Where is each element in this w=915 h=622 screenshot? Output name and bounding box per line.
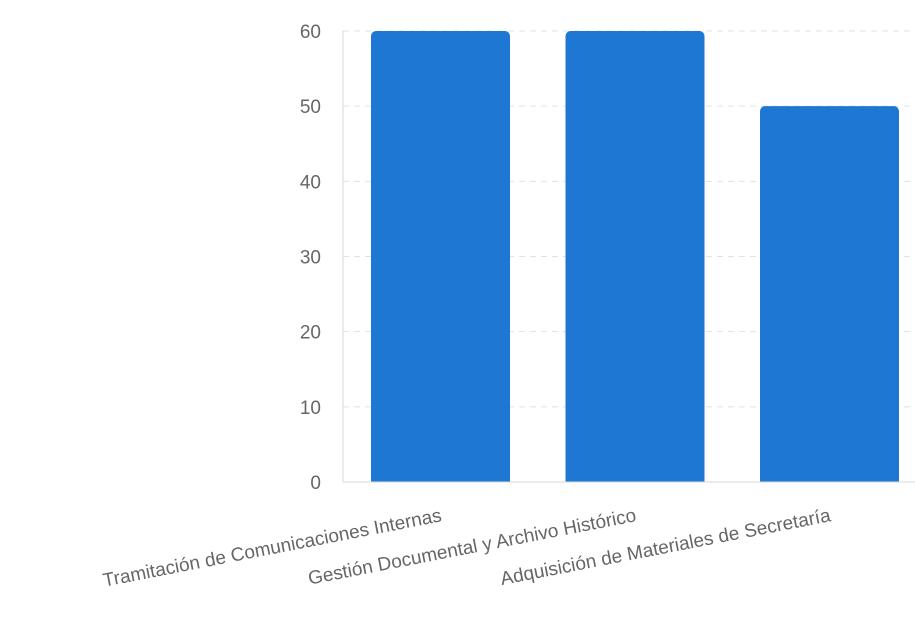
y-tick-label: 50 xyxy=(300,97,321,118)
axes xyxy=(342,31,915,483)
y-tick-labels: 0 10 20 30 40 50 60 xyxy=(300,22,321,494)
bar-base xyxy=(565,474,705,482)
bar xyxy=(565,31,705,482)
x-tick-label: Tramitación de Comunicaciones Internas xyxy=(101,505,443,591)
bar-base xyxy=(371,474,510,482)
y-tick-label: 10 xyxy=(300,398,321,419)
x-tick-label: Adquisición de Materiales de Secretaría xyxy=(499,505,833,590)
y-tick-label: 20 xyxy=(300,323,321,344)
bars xyxy=(371,31,899,483)
y-tick-label: 40 xyxy=(300,172,321,193)
bar xyxy=(371,31,510,482)
y-tick-label: 60 xyxy=(300,22,321,43)
y-tick-label: 0 xyxy=(310,473,321,494)
bar-base xyxy=(760,474,899,482)
x-tick-label: Gestión Documental y Archivo Histórico xyxy=(306,505,638,589)
x-tick-labels: Tramitación de Comunicaciones InternasGe… xyxy=(101,505,833,591)
y-tick-label: 30 xyxy=(300,248,321,269)
bar xyxy=(760,106,899,483)
